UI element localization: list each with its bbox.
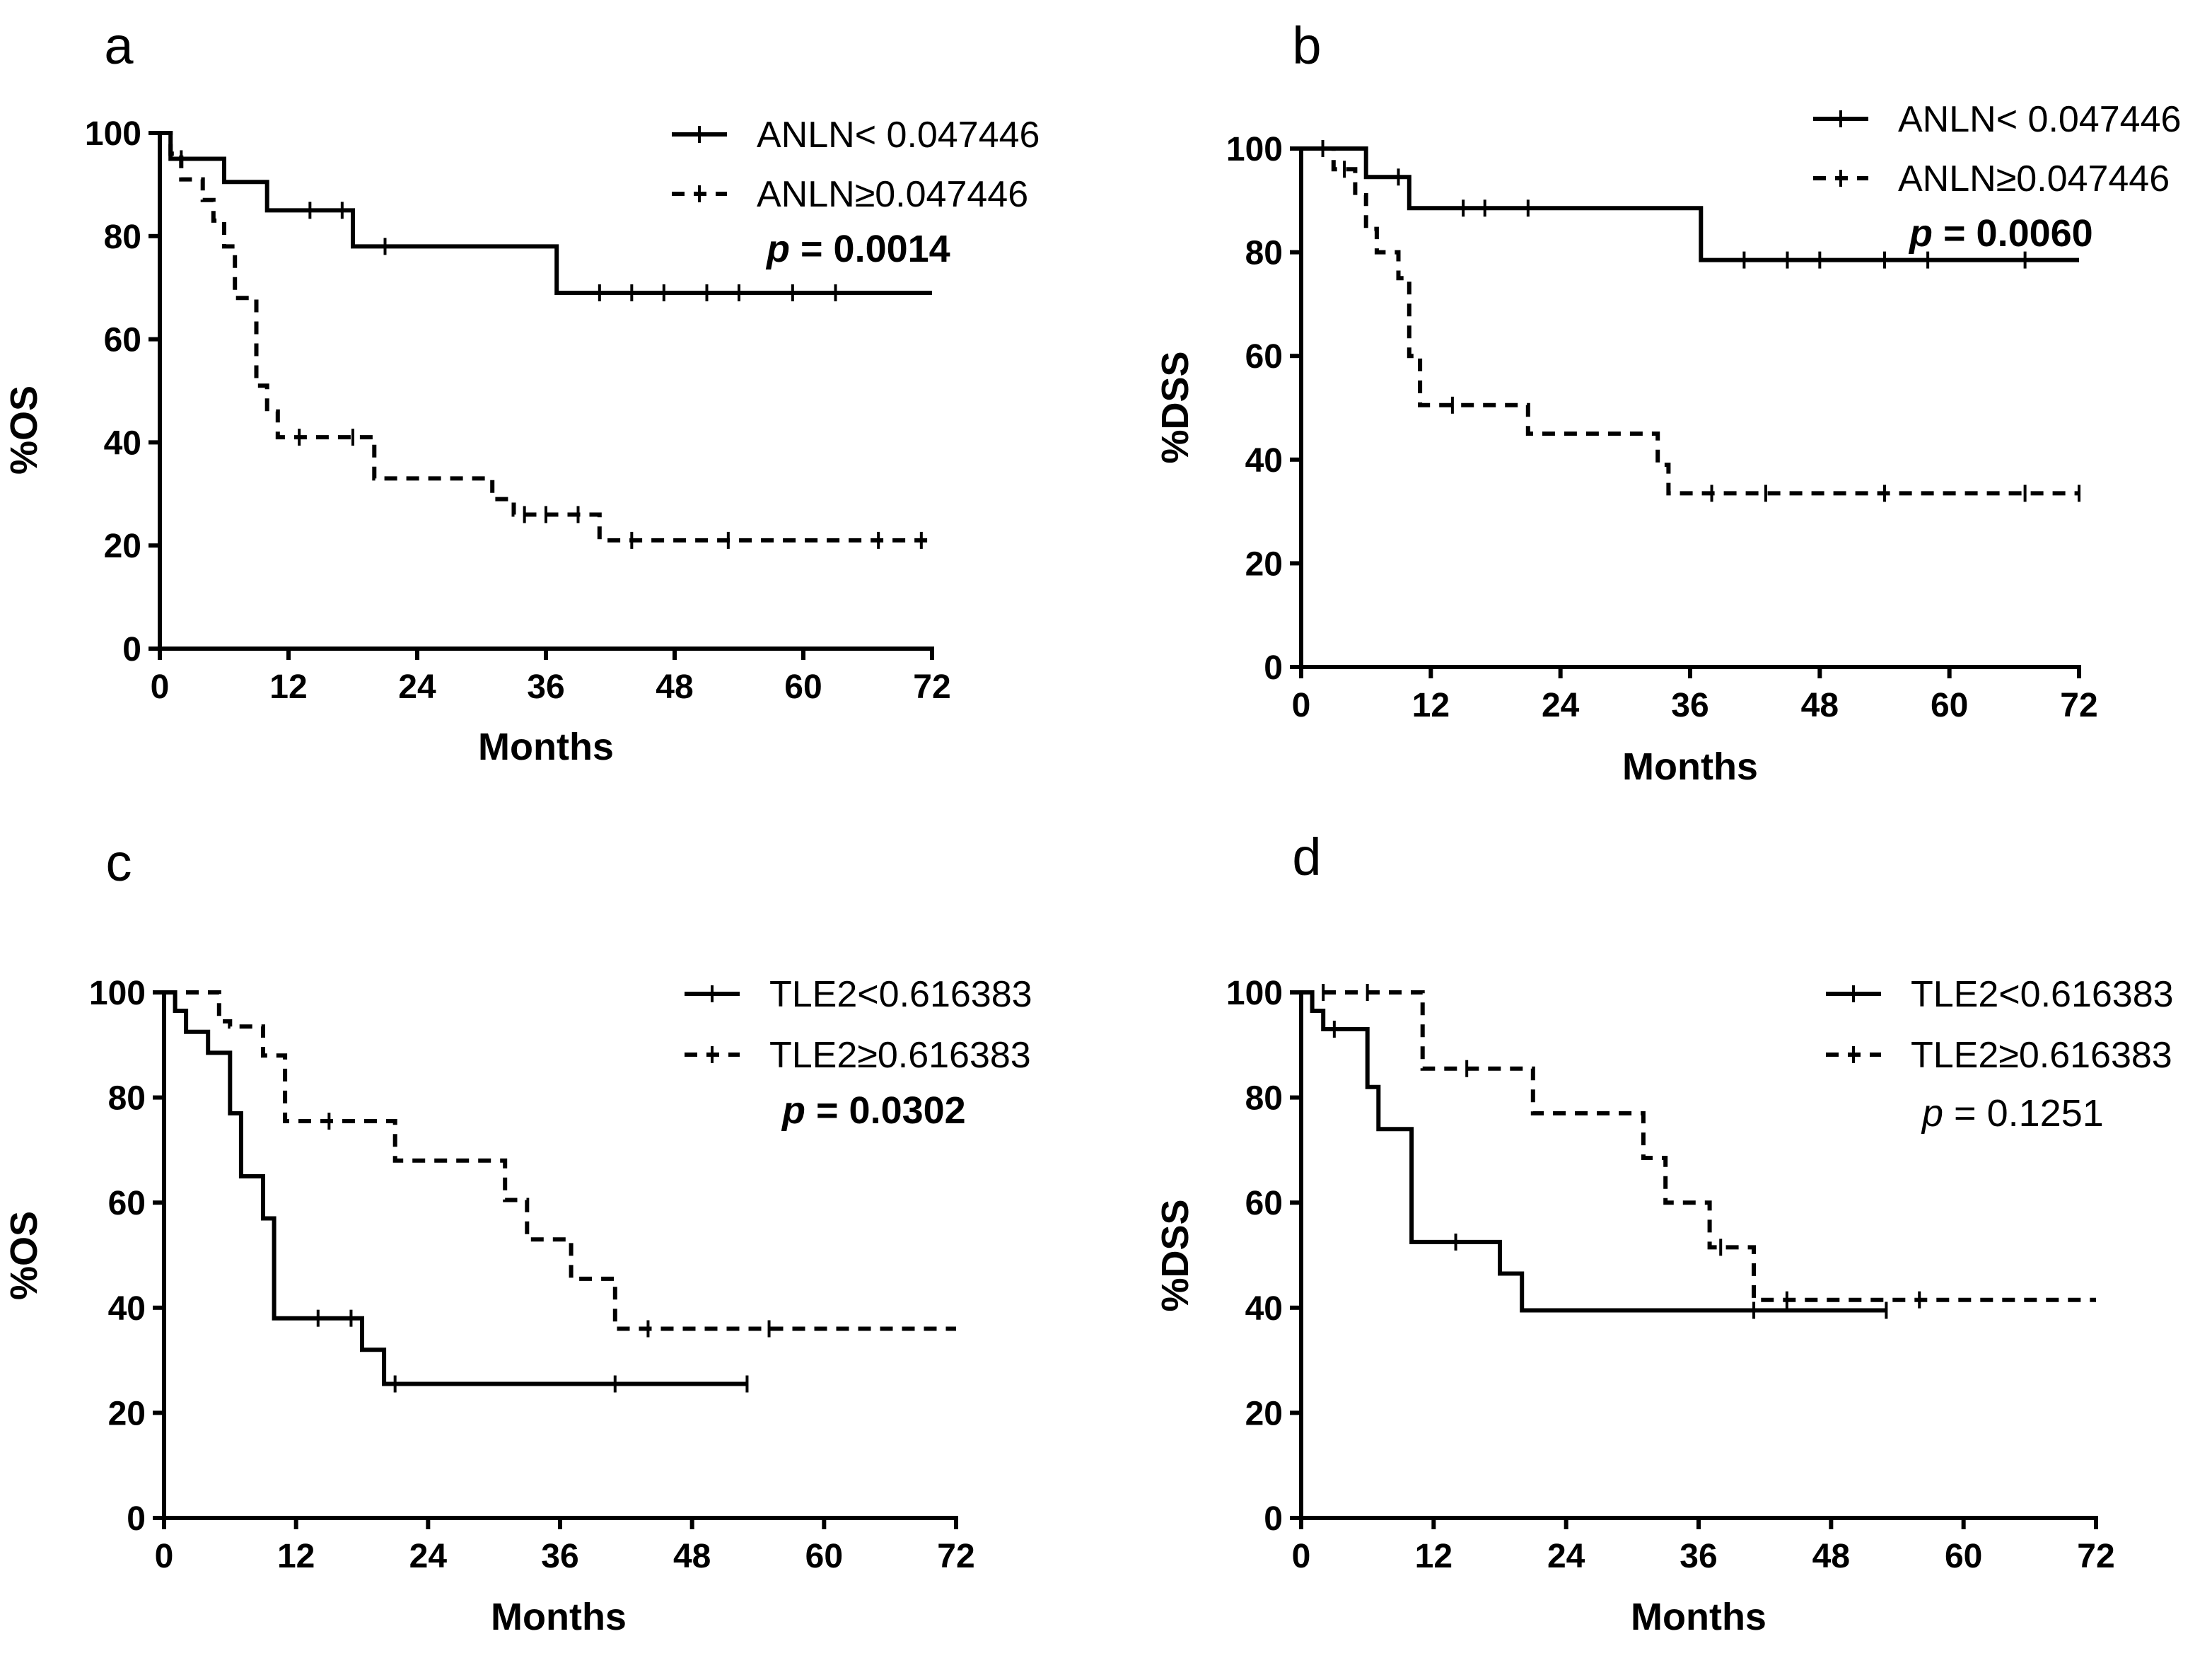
y-tick-label: 100 (1226, 131, 1283, 168)
legend-label: ANLN≥0.047446 (1898, 158, 2170, 199)
y-tick-label: 100 (1226, 975, 1283, 1012)
y-tick-label: 40 (104, 424, 141, 462)
legend-label: TLE2≥0.616383 (769, 1035, 1031, 1076)
x-tick-label: 36 (1680, 1538, 1717, 1575)
panel-a: a 0 20 40 60 80 100 0 12 24 36 48 60 72 Months %OS ANLN<… (3, 16, 1040, 768)
y-tick-label: 100 (85, 115, 141, 153)
x-tick-label: 0 (151, 668, 170, 706)
x-tick-label: 48 (1812, 1538, 1850, 1575)
p-value-number: = 0.1251 (1943, 1092, 2104, 1135)
km-curve-dashed (164, 990, 956, 1331)
x-tick-label: 48 (1801, 687, 1839, 724)
x-tick-label: 0 (1292, 687, 1311, 724)
x-tick-label: 24 (1542, 687, 1580, 724)
y-axis-title: %DSS (1154, 351, 1197, 463)
p-value-symbol: p (765, 228, 790, 270)
y-tick-label: 80 (1245, 235, 1283, 272)
y-tick-label: 80 (104, 219, 141, 256)
panel-b: b 0 20 40 60 80 100 0 12 24 36 48 60 72 Months %DSS ANLN… (1154, 16, 2181, 788)
y-tick-label: 20 (1245, 545, 1283, 583)
x-tick-label: 60 (805, 1538, 843, 1575)
legend-label: ANLN< 0.047446 (1898, 99, 2181, 140)
y-tick-label: 100 (89, 975, 146, 1012)
y-tick-label: 40 (1245, 1290, 1283, 1328)
y-tick-label: 20 (104, 528, 141, 565)
km-curve-dashed (160, 131, 932, 543)
p-value-label: p = 0.1251 (1921, 1092, 2104, 1135)
x-tick-label: 12 (1415, 1538, 1453, 1575)
panel-letter: b (1292, 16, 1321, 75)
x-tick-label: 0 (1292, 1538, 1311, 1575)
y-tick-label: 0 (1264, 649, 1283, 687)
y-tick-label: 0 (1264, 1500, 1283, 1538)
legend-label: TLE2<0.616383 (769, 974, 1032, 1015)
x-tick-label: 24 (398, 668, 436, 706)
p-value-label: p = 0.0014 (765, 228, 950, 270)
x-tick-label: 72 (937, 1538, 974, 1575)
km-curve-solid (164, 990, 747, 1386)
x-axis-title: Months (478, 726, 614, 768)
x-tick-label: 24 (409, 1538, 448, 1575)
p-value-number: = 0.0060 (1933, 212, 2093, 255)
y-tick-label: 40 (1245, 442, 1283, 480)
y-tick-label: 0 (122, 631, 141, 668)
km-curve-solid (1301, 146, 2079, 262)
panel-c: c 0 20 40 60 80 100 0 12 24 36 48 60 72 Months %OS TLE2<… (3, 833, 1032, 1638)
km-curve-dashed (1301, 146, 2079, 496)
legend-label: ANLN< 0.047446 (757, 115, 1040, 156)
y-tick-label: 60 (1245, 1185, 1283, 1222)
x-tick-label: 72 (913, 668, 950, 706)
x-tick-label: 60 (784, 668, 822, 706)
p-value-symbol: p (781, 1089, 805, 1132)
x-tick-label: 60 (1945, 1538, 1982, 1575)
y-tick-label: 60 (1245, 338, 1283, 376)
x-axis-title: Months (1622, 746, 1758, 788)
y-tick-label: 80 (1245, 1080, 1283, 1118)
legend-label: TLE2≥0.616383 (1911, 1035, 2172, 1076)
panel-letter: a (104, 16, 134, 75)
p-value-number: = 0.0302 (805, 1089, 966, 1132)
km-curve-solid (1301, 990, 1887, 1313)
p-value-number: = 0.0014 (790, 228, 950, 270)
x-axis-title: Months (1631, 1596, 1766, 1638)
x-tick-label: 60 (1931, 687, 1968, 724)
x-tick-label: 36 (527, 668, 564, 706)
panel-letter: d (1292, 828, 1321, 886)
y-axis-title: %OS (3, 385, 45, 475)
x-tick-label: 48 (673, 1538, 711, 1575)
p-value-symbol: p (1908, 212, 1933, 255)
p-value-label: p = 0.0060 (1908, 212, 2093, 255)
panel-d: d 0 20 40 60 80 100 0 12 24 36 48 60 72 Months %DSS TLE2… (1154, 828, 2174, 1638)
x-tick-label: 12 (277, 1538, 315, 1575)
x-tick-label: 72 (2060, 687, 2097, 724)
x-tick-label: 72 (2077, 1538, 2114, 1575)
y-tick-label: 80 (108, 1080, 146, 1118)
panel-letter: c (106, 833, 132, 892)
x-axis-title: Months (491, 1596, 627, 1638)
legend-label: ANLN≥0.047446 (757, 174, 1028, 215)
y-axis-title: %OS (3, 1211, 45, 1300)
p-value-symbol: p (1921, 1092, 1943, 1135)
x-tick-label: 24 (1547, 1538, 1585, 1575)
y-tick-label: 20 (1245, 1395, 1283, 1432)
y-tick-label: 20 (108, 1395, 146, 1432)
y-tick-label: 60 (104, 322, 141, 359)
x-tick-label: 0 (155, 1538, 174, 1575)
x-tick-label: 36 (1671, 687, 1709, 724)
x-tick-label: 12 (269, 668, 307, 706)
x-tick-label: 48 (656, 668, 693, 706)
legend-label: TLE2<0.616383 (1911, 974, 2174, 1015)
p-value-label: p = 0.0302 (781, 1089, 966, 1132)
y-tick-label: 0 (127, 1500, 146, 1538)
x-tick-label: 36 (541, 1538, 578, 1575)
y-axis-title: %DSS (1154, 1199, 1197, 1311)
x-tick-label: 12 (1412, 687, 1450, 724)
y-tick-label: 40 (108, 1290, 146, 1328)
y-tick-label: 60 (108, 1185, 146, 1222)
